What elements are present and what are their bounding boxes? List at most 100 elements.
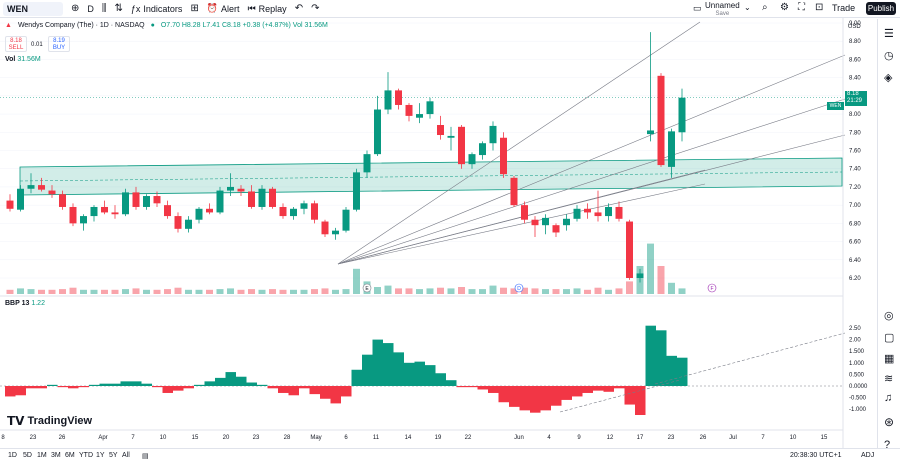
replay-button[interactable]: ⏮ Replay: [248, 3, 287, 14]
price-axis[interactable]: 9.008.808.608.408.208.007.807.607.407.20…: [849, 21, 861, 282]
candle[interactable]: [321, 219, 329, 238]
candle[interactable]: [300, 200, 308, 215]
alert-button[interactable]: ⏰ Alert: [207, 3, 240, 14]
candle[interactable]: [363, 150, 371, 178]
alerts-clock-icon[interactable]: ◷: [884, 50, 894, 62]
candle[interactable]: [353, 168, 360, 212]
candle[interactable]: [374, 95, 381, 156]
candle[interactable]: [153, 191, 161, 207]
candle[interactable]: [164, 200, 171, 219]
candle[interactable]: [594, 190, 602, 222]
candle[interactable]: [59, 190, 66, 210]
fullscreen-icon[interactable]: ⛶: [798, 2, 805, 13]
candle[interactable]: [584, 203, 591, 219]
bbp-legend[interactable]: BBP 13 1.22: [5, 300, 45, 307]
undo-icon[interactable]: ↶: [294, 3, 304, 14]
bbp-trendline-lower[interactable]: [559, 379, 681, 413]
gann-fan[interactable]: [337, 21, 846, 265]
currency-label[interactable]: USD: [848, 24, 861, 30]
layers-icon[interactable]: ◈: [884, 72, 893, 84]
symbol-search-input[interactable]: WEN: [3, 1, 63, 16]
candle[interactable]: [447, 126, 455, 151]
candle[interactable]: [311, 200, 318, 224]
candle[interactable]: [405, 103, 413, 122]
candle[interactable]: [500, 132, 507, 178]
candle[interactable]: [426, 97, 434, 119]
candle[interactable]: [258, 185, 266, 210]
candle[interactable]: [111, 205, 119, 219]
candle[interactable]: [416, 103, 423, 124]
candle[interactable]: [143, 194, 150, 210]
chat-icon[interactable]: ▢: [884, 332, 895, 344]
layout-name[interactable]: Unnamed Save: [705, 2, 740, 18]
bbp-axis[interactable]: 2.50 2.00 1.500 1.000 0.500 0.0000 -0.500 -1.00…: [849, 326, 868, 413]
candle[interactable]: [17, 185, 24, 212]
price-chart[interactable]: E D F 9.008.808.608.408.208.007.807.607.…: [0, 18, 877, 448]
candle[interactable]: [668, 128, 675, 178]
candle[interactable]: [185, 216, 192, 233]
broadcast-icon[interactable]: ≋: [884, 373, 894, 385]
candle[interactable]: [437, 115, 444, 140]
candle[interactable]: [573, 205, 581, 222]
buy-button[interactable]: 8.19 BUY: [48, 36, 70, 52]
candle[interactable]: [552, 223, 560, 238]
publish-button[interactable]: Publish: [866, 2, 896, 15]
adjust-button[interactable]: ADJ: [861, 452, 875, 459]
candle[interactable]: [174, 212, 182, 233]
sell-button[interactable]: 8.18 SELL: [5, 36, 27, 52]
layout-icon[interactable]: ▭: [693, 3, 702, 13]
candle[interactable]: [563, 214, 570, 231]
candle[interactable]: [48, 185, 56, 198]
range-1m[interactable]: 1M: [37, 452, 47, 459]
channel-midline[interactable]: [19, 171, 843, 182]
quick-search-icon[interactable]: ⌕: [762, 2, 768, 13]
trade-button[interactable]: Trade: [832, 3, 856, 13]
range-5y[interactable]: 5Y: [109, 452, 118, 459]
add-symbol-icon[interactable]: ⊕: [71, 3, 80, 14]
range-1d[interactable]: 1D: [8, 452, 17, 459]
candle[interactable]: [678, 88, 686, 142]
candle[interactable]: [489, 121, 497, 151]
range-ytd[interactable]: YTD: [79, 452, 93, 459]
redo-icon[interactable]: ↷: [311, 3, 320, 14]
candle[interactable]: [69, 203, 77, 227]
help-icon[interactable]: ?: [884, 439, 891, 451]
candle[interactable]: [458, 125, 465, 169]
volume-legend[interactable]: Vol 31.56M: [5, 56, 41, 63]
candle[interactable]: [510, 176, 518, 207]
candle[interactable]: [279, 203, 287, 219]
candle[interactable]: [531, 216, 539, 238]
candle[interactable]: [6, 194, 14, 212]
templates-icon[interactable]: ⊞: [190, 3, 199, 14]
candle[interactable]: [90, 205, 98, 222]
candle[interactable]: [384, 72, 392, 115]
indicators-button[interactable]: ƒx Indicators: [131, 4, 183, 14]
apps-icon[interactable]: ⊛: [884, 415, 895, 429]
bar-style-icon[interactable]: ⫼: [101, 3, 107, 14]
snapshot-icon[interactable]: ⊡: [815, 2, 824, 13]
watchlist-icon[interactable]: ☰: [884, 28, 894, 40]
bbp-trendline-upper[interactable]: [654, 332, 846, 385]
candle[interactable]: [206, 203, 213, 215]
candle[interactable]: [80, 214, 87, 231]
candle[interactable]: [342, 206, 350, 233]
candle[interactable]: [38, 177, 45, 192]
candle[interactable]: [248, 185, 255, 209]
candle[interactable]: [468, 152, 476, 169]
candle[interactable]: [227, 173, 234, 197]
candle[interactable]: [542, 214, 549, 235]
calendar-icon[interactable]: ▦: [884, 353, 895, 365]
candle[interactable]: [132, 186, 140, 210]
layout-dropdown-icon[interactable]: ⌄: [744, 3, 751, 12]
candle[interactable]: [216, 186, 224, 215]
candle[interactable]: [636, 268, 644, 283]
candle[interactable]: [195, 206, 203, 224]
interval-button[interactable]: D: [87, 3, 94, 14]
candle[interactable]: [122, 188, 129, 217]
compare-icon[interactable]: ⇅: [114, 3, 123, 14]
candle[interactable]: [521, 201, 528, 224]
candle[interactable]: [290, 206, 297, 220]
candle[interactable]: [605, 203, 612, 222]
range-all[interactable]: All: [122, 452, 130, 459]
settings-icon[interactable]: ⚙: [780, 2, 789, 13]
